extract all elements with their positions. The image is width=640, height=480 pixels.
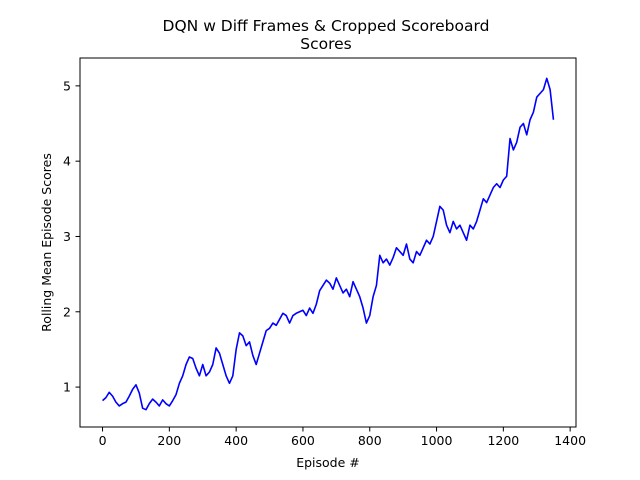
series-line — [102, 77, 555, 411]
y-tick-label: 4 — [63, 154, 71, 169]
y-tick-label: 3 — [63, 229, 71, 244]
y-tick-label: 2 — [63, 304, 71, 319]
x-tick-label: 0 — [99, 433, 107, 448]
y-axis-label: Rolling Mean Episode Scores — [39, 153, 54, 332]
x-tick-label: 1200 — [487, 433, 519, 448]
x-tick-label: 200 — [157, 433, 181, 448]
x-tick-label: 1400 — [554, 433, 586, 448]
x-tick-label: 1000 — [421, 433, 453, 448]
y-axis-ticks: 1 2 3 4 5 — [63, 78, 80, 395]
y-tick-label: 1 — [63, 380, 71, 395]
chart-title: DQN w Diff Frames & Cropped Scoreboard — [163, 17, 490, 35]
x-axis-label: Episode # — [296, 455, 360, 470]
y-tick-label: 5 — [63, 78, 71, 93]
chart-subtitle: Scores — [300, 35, 352, 53]
plot-frame — [79, 57, 577, 428]
series-layer — [102, 77, 555, 411]
x-tick-label: 400 — [224, 433, 248, 448]
x-tick-label: 800 — [358, 433, 382, 448]
x-tick-label: 600 — [291, 433, 315, 448]
x-axis-ticks: 0 200 400 600 800 1000 1200 1400 — [99, 427, 586, 448]
